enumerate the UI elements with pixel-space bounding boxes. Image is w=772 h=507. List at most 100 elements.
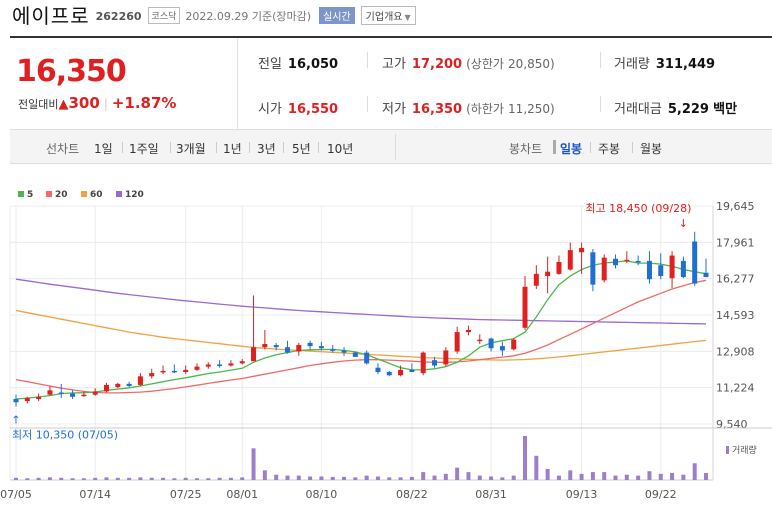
volume-bar	[25, 478, 30, 480]
volume-bar	[296, 475, 301, 480]
open-value: 16,550	[287, 102, 339, 117]
volume-bar	[364, 475, 369, 480]
y-tick-label: 17,961	[716, 236, 755, 249]
period-3y-button[interactable]: 3년	[257, 142, 276, 156]
period-5y-button[interactable]: 5년	[292, 142, 311, 156]
volume-bar	[443, 473, 448, 480]
volume-bar	[590, 472, 595, 480]
volume-bar	[602, 472, 607, 480]
period-1d-button[interactable]: 1일	[94, 142, 113, 156]
candle-body	[171, 370, 177, 373]
candle-body	[398, 369, 404, 376]
volume-bar	[161, 477, 166, 480]
candle-body	[217, 364, 223, 366]
chart-toolbar: 선차트 1일 1주일 3개월 1년 3년 5년 10년 봉차트 일봉 주봉 월봉	[10, 130, 772, 164]
volume-bar	[534, 455, 539, 480]
legend-swatch	[46, 191, 52, 197]
volume-bar	[681, 474, 686, 480]
x-tick-label: 08/22	[396, 488, 428, 501]
candle-body	[477, 339, 483, 342]
y-tick-label: 19,645	[716, 200, 755, 213]
toolbar-divider	[170, 142, 171, 153]
candle-body	[432, 360, 438, 366]
realtime-button[interactable]: 실시간	[319, 7, 355, 24]
x-tick-label: 08/01	[226, 488, 258, 501]
candle-body	[533, 273, 539, 286]
candle-body	[239, 361, 245, 364]
quote-panel: 16,350 전일대비▲300 | +1.87% 전일 16,050 고가 17,200…	[10, 36, 772, 130]
toolbar-divider	[632, 142, 633, 153]
period-10y-button[interactable]: 10년	[327, 142, 354, 156]
volume-bar	[636, 475, 641, 480]
volume-bar	[172, 478, 177, 480]
candle-body	[251, 347, 257, 362]
x-tick-label: 07/25	[170, 488, 202, 501]
toolbar-divider	[590, 142, 591, 153]
candle-body	[488, 338, 494, 349]
prev-close-stat: 전일 16,050	[258, 53, 338, 72]
low-label: 저가	[382, 102, 406, 117]
up-arrow-icon: ↑	[11, 414, 20, 427]
volume-bar	[489, 476, 494, 480]
volume-bar	[59, 477, 64, 480]
stat-divider	[600, 96, 601, 112]
volume-bar	[647, 471, 652, 480]
volume-bar	[183, 477, 188, 480]
volume-bar	[477, 475, 482, 480]
candle-monthly-button[interactable]: 월봉	[640, 142, 663, 156]
low-stat: 저가 16,350 (하한가 11,250)	[382, 98, 555, 117]
company-overview-dropdown[interactable]: 기업개요 ▼	[360, 6, 416, 25]
volume-bar	[466, 472, 471, 480]
legend-swatch	[18, 191, 24, 197]
company-overview-label: 기업개요	[365, 12, 403, 23]
volume-bar	[240, 477, 245, 480]
candle-body	[47, 390, 53, 395]
volume-bar	[138, 477, 143, 480]
y-tick-label: 12,908	[716, 345, 755, 358]
candle-body	[409, 369, 415, 373]
candlestick-chart: 5 20 60 120 19,645 17,961 16,277 14,593 12,908 11…	[0, 190, 772, 501]
candle-body	[58, 392, 64, 395]
low-value: 16,350	[411, 102, 463, 117]
volume-legend-swatch	[726, 446, 729, 454]
volume-bar	[375, 476, 380, 480]
volume-bar	[274, 474, 279, 480]
volume-bar	[692, 463, 697, 480]
candle-body	[590, 252, 596, 285]
x-tick-label: 08/31	[475, 488, 507, 501]
period-1y-button[interactable]: 1년	[223, 142, 242, 156]
legend-label: 20	[55, 190, 68, 200]
volume-bar	[342, 476, 347, 480]
candle-body	[579, 247, 585, 253]
candle-body	[567, 250, 573, 270]
period-1w-button[interactable]: 1주일	[129, 142, 159, 156]
volume-bar	[387, 477, 392, 480]
candle-body	[183, 369, 189, 373]
period-3m-button[interactable]: 3개월	[176, 142, 206, 156]
candle-body	[24, 397, 30, 402]
volume-bar	[670, 472, 675, 480]
open-stat: 시가 16,550	[258, 98, 338, 117]
volume-bar	[398, 477, 403, 480]
candle-body	[137, 376, 143, 385]
y-tick-label: 14,593	[716, 309, 755, 322]
candle-body	[556, 261, 562, 274]
stat-divider	[367, 52, 368, 68]
line-chart-label: 선차트	[46, 142, 80, 156]
high-value: 17,200	[411, 57, 463, 72]
candle-body	[228, 363, 234, 366]
candle-chart-label: 봉차트	[509, 142, 543, 156]
stat-divider	[367, 96, 368, 112]
candle-body	[81, 394, 87, 397]
volume-bar	[432, 475, 437, 480]
candle-body	[375, 367, 381, 373]
candle-body	[386, 372, 392, 376]
candle-body	[262, 343, 268, 348]
candle-daily-button[interactable]: 일봉	[560, 142, 583, 156]
price-column: 16,350 전일대비▲300 | +1.87%	[10, 38, 238, 130]
candle-body	[126, 383, 132, 387]
candle-body	[194, 366, 200, 370]
volume-bar	[613, 475, 618, 480]
candle-weekly-button[interactable]: 주봉	[598, 142, 621, 156]
stat-divider	[600, 52, 601, 68]
